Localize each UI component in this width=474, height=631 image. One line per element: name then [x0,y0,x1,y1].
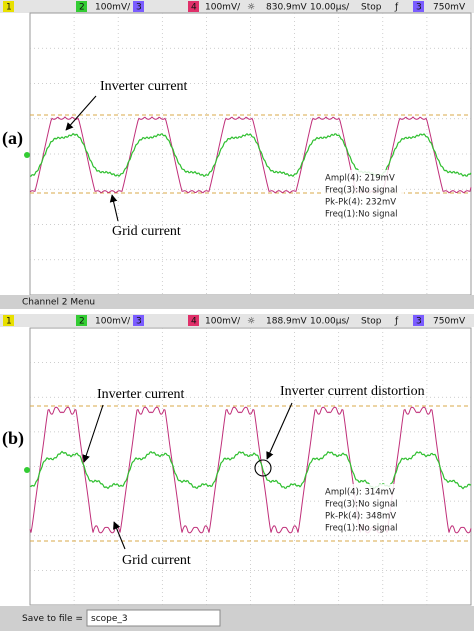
arrow [113,521,126,550]
measurement: Pk-Pk(4): 348mV [325,512,396,522]
measure-bg [322,170,404,220]
measurement: Freq(1):No signal [325,210,398,220]
channel-box [413,315,424,326]
header-item: ☼ [247,3,255,13]
annotation: Grid current [122,553,191,568]
grid-waveform [30,132,472,178]
measurement: Ampl(4): 219mV [325,174,395,184]
header-item: 188.9mV [266,317,308,327]
footer-value: scope_3 [91,614,128,624]
header-bar [0,314,474,327]
channel-box [413,1,424,12]
header-item: 100mV/ [205,317,241,327]
measurement: Freq(1):No signal [325,524,398,534]
channel-box [188,1,199,12]
measure-bg [322,484,404,534]
footer-bar [0,606,474,631]
channel-box [76,1,87,12]
channel-box [133,1,144,12]
header-item: Stop [361,317,382,327]
header-item: 4 [191,3,197,13]
header-item: 10.00µs/ [310,3,350,13]
grid-waveform [29,450,472,490]
arrow [82,404,104,463]
channel-box [133,315,144,326]
header-item: Stop [361,3,382,13]
header-item: 100mV/ [95,3,131,13]
header-item: 750mV [433,3,466,13]
channel-box [188,315,199,326]
channel-box [3,315,14,326]
arrow [65,95,97,131]
header-item: ƒ [394,3,399,13]
ground-marker [24,152,30,158]
header-item: ☼ [247,317,255,327]
annotation: Inverter current distortion [280,384,425,399]
header-item: 100mV/ [95,317,131,327]
footer-text: Save to file = [22,614,83,624]
measurement: Ampl(4): 314mV [325,488,395,498]
header-item: 100mV/ [205,3,241,13]
header-item: 3 [136,317,142,327]
footer-field [86,609,221,627]
panel-label: (a) [2,128,23,149]
header-item: 2 [79,3,85,13]
inverter-waveform [29,116,472,194]
header-item: ƒ [394,317,399,327]
annotation: Inverter current [97,387,185,402]
annotation: Inverter current [100,79,188,94]
panel-label: (b) [2,428,24,449]
annotation: Grid current [112,224,181,239]
header-item: 1 [6,317,12,327]
footer-bar [0,295,474,309]
header-bar [0,0,474,13]
measurement: Pk-Pk(4): 232mV [325,198,396,208]
measurement: Freq(3):No signal [325,500,398,510]
header-item: 1 [6,3,12,13]
header-item: 10.00µs/ [310,317,350,327]
channel-box [3,1,14,12]
footer-text: Channel 2 Menu [22,298,95,308]
arrow [266,402,293,460]
inverter-waveform [29,406,472,534]
arrow [109,194,119,222]
distortion-circle [254,459,272,477]
header-item: 4 [191,317,197,327]
header-item: 3 [416,3,422,13]
header-item: 3 [136,3,142,13]
header-item: 830.9mV [266,3,308,13]
channel-box [76,315,87,326]
measurement: Freq(3):No signal [325,186,398,196]
header-item: 3 [416,317,422,327]
header-item: 750mV [433,317,466,327]
header-item: 2 [79,317,85,327]
ground-marker [24,467,30,473]
